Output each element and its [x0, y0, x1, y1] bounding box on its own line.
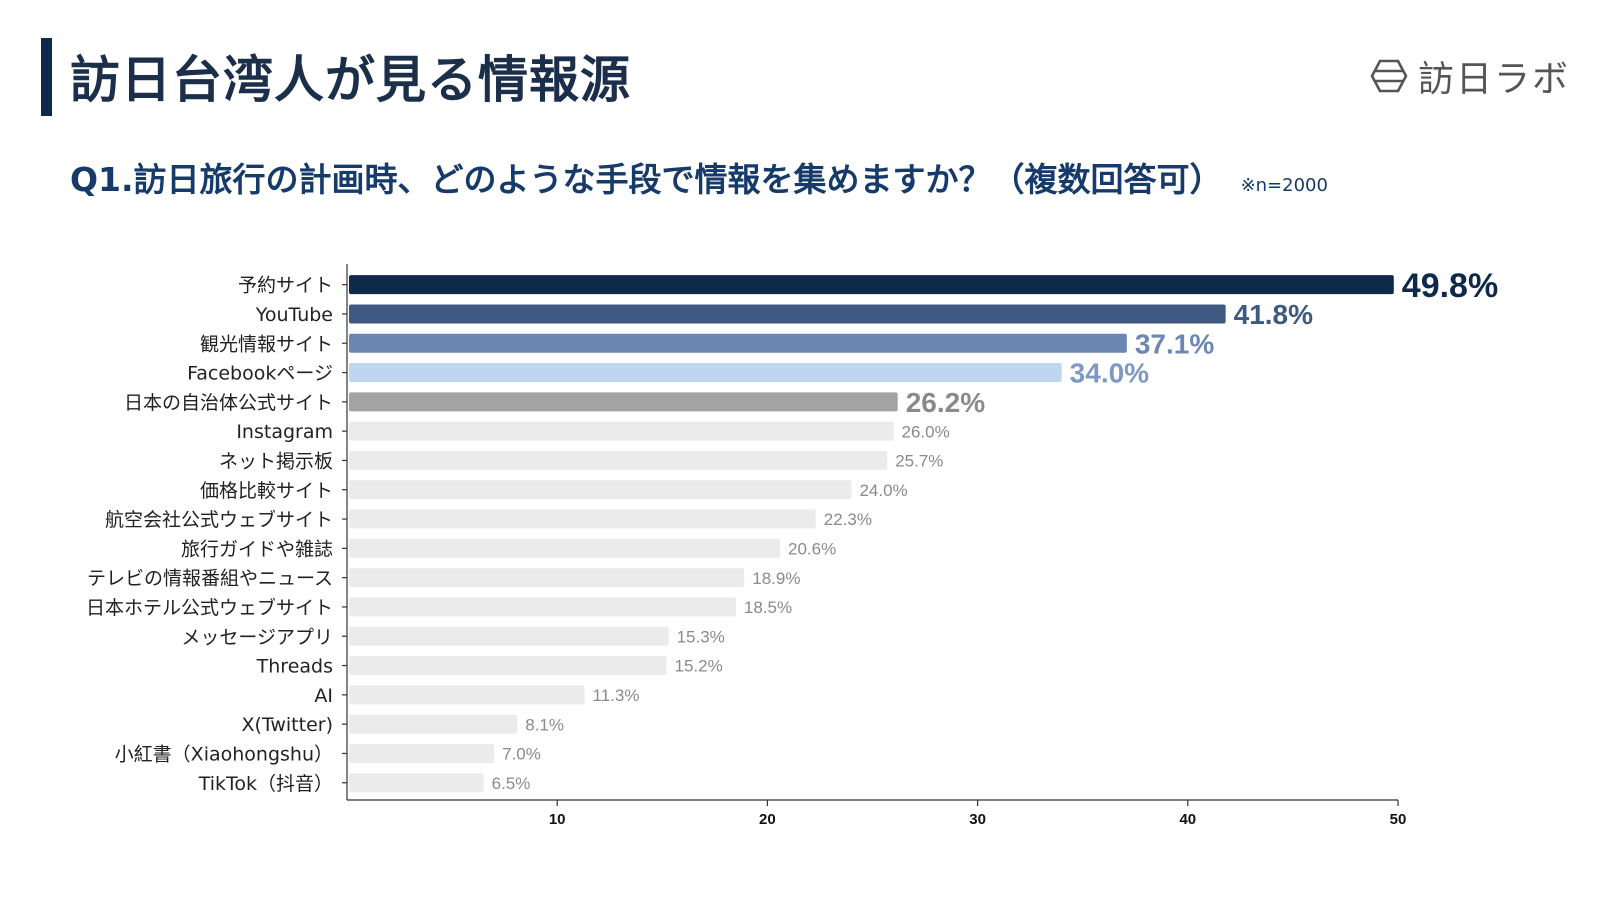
x-tick-label: 30	[969, 811, 986, 828]
bar	[349, 509, 816, 529]
bar	[349, 714, 518, 734]
page-title: 訪日台湾人が見る情報源	[70, 51, 631, 109]
value-label: 24.0%	[859, 481, 907, 500]
bar	[349, 743, 495, 763]
category-label: 航空会社公式ウェブサイト	[105, 508, 333, 531]
bar	[349, 480, 852, 500]
value-label: 11.3%	[593, 686, 640, 705]
category-label: X(Twitter)	[241, 714, 333, 736]
value-label: 18.9%	[752, 569, 800, 588]
x-tick-label: 20	[759, 811, 776, 828]
bar	[349, 275, 1394, 295]
question-text: Q1.訪日旅行の計画時、どのような手段で情報を集めますか？（複数回答可）	[70, 160, 1223, 199]
sample-size-note: ※n=2000	[1240, 175, 1328, 196]
value-label: 7.0%	[502, 745, 541, 764]
x-tick-label: 50	[1390, 811, 1407, 828]
bar	[349, 626, 669, 646]
value-label: 26.2%	[906, 387, 985, 418]
category-label: Threads	[256, 656, 333, 678]
hexagon-logo-icon	[1370, 59, 1408, 93]
bar	[349, 538, 781, 558]
category-label: Facebookページ	[187, 363, 333, 385]
value-label: 20.6%	[788, 539, 836, 558]
brand-logo: 訪日ラボ	[1370, 54, 1570, 100]
logo-text: 訪日ラボ	[1418, 59, 1571, 100]
value-label: 37.1%	[1135, 328, 1214, 359]
bar	[349, 773, 484, 793]
bar	[349, 450, 888, 470]
value-label: 41.8%	[1234, 299, 1313, 330]
value-label: 26.0%	[902, 422, 950, 441]
category-label: YouTube	[255, 304, 333, 326]
bar	[349, 685, 585, 705]
category-label: 旅行ガイドや雑誌	[181, 538, 333, 560]
category-label: TikTok（抖音）	[198, 773, 333, 795]
category-label: テレビの情報番組やニュース	[87, 568, 333, 590]
bar	[349, 333, 1127, 353]
survey-question: Q1.訪日旅行の計画時、どのような手段で情報を集めますか？（複数回答可） ※n=2…	[70, 153, 1328, 201]
bar	[349, 363, 1062, 383]
bar	[349, 656, 667, 676]
category-label: AI	[314, 685, 333, 707]
value-label: 18.5%	[744, 598, 792, 617]
category-label: ネット掲示板	[219, 450, 333, 472]
title-accent-bar	[41, 38, 52, 116]
bar	[349, 392, 898, 412]
value-label: 25.7%	[895, 452, 943, 471]
value-label: 15.2%	[675, 657, 723, 676]
category-label: 予約サイト	[238, 275, 333, 297]
value-label: 49.8%	[1402, 267, 1498, 305]
bar	[349, 568, 745, 588]
category-label: Instagram	[236, 421, 333, 443]
category-label: 日本の自治体公式サイト	[124, 392, 333, 414]
value-label: 15.3%	[677, 627, 725, 646]
bar	[349, 597, 736, 617]
category-label: 価格比較サイト	[200, 480, 333, 502]
category-label: 観光情報サイト	[200, 333, 333, 355]
category-label: 小紅書（Xiaohongshu）	[115, 743, 333, 765]
bar	[349, 421, 894, 441]
bar	[349, 304, 1226, 324]
x-tick-label: 10	[549, 811, 566, 828]
category-label: 日本ホテル公式ウェブサイト	[86, 596, 333, 619]
x-tick-label: 40	[1179, 811, 1196, 828]
value-label: 8.1%	[525, 715, 564, 734]
value-label: 34.0%	[1070, 358, 1149, 389]
value-label: 22.3%	[824, 510, 872, 529]
value-label: 6.5%	[492, 774, 531, 793]
category-label: メッセージアプリ	[181, 626, 333, 648]
